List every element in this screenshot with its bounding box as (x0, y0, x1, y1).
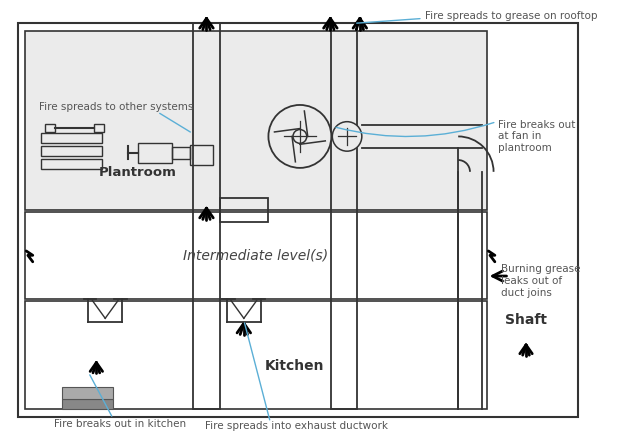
Bar (24, 31, 486, 210)
Bar (220, 198, 268, 222)
Text: Intermediate level(s): Intermediate level(s) (183, 249, 328, 262)
Bar (62, 399, 113, 409)
Circle shape (332, 122, 362, 151)
Bar (18, 23, 578, 417)
Bar (62, 387, 113, 399)
Bar (172, 147, 190, 159)
Bar (42, 159, 102, 169)
Text: Kitchen: Kitchen (265, 359, 324, 373)
Text: Fire spreads to grease on rooftop: Fire spreads to grease on rooftop (425, 11, 597, 22)
Circle shape (293, 129, 307, 143)
Bar (190, 145, 213, 165)
Bar (193, 23, 220, 409)
Text: Plantroom: Plantroom (99, 166, 177, 180)
Text: Burning grease
leaks out of
duct joins: Burning grease leaks out of duct joins (502, 264, 581, 297)
Text: Fire breaks out
at fan in
plantroom: Fire breaks out at fan in plantroom (499, 120, 576, 153)
Bar (138, 143, 172, 163)
Text: Shaft: Shaft (505, 313, 547, 327)
Bar (45, 124, 55, 132)
Bar (94, 124, 104, 132)
Bar (332, 23, 357, 409)
Circle shape (268, 105, 332, 168)
Text: Fire spreads into exhaust ductwork: Fire spreads into exhaust ductwork (205, 422, 387, 432)
Text: Fire breaks out in kitchen: Fire breaks out in kitchen (54, 418, 186, 429)
Bar (24, 212, 486, 299)
Bar (24, 301, 486, 409)
Text: Fire spreads to other systems: Fire spreads to other systems (39, 102, 194, 112)
Bar (42, 133, 102, 143)
Bar (42, 146, 102, 156)
